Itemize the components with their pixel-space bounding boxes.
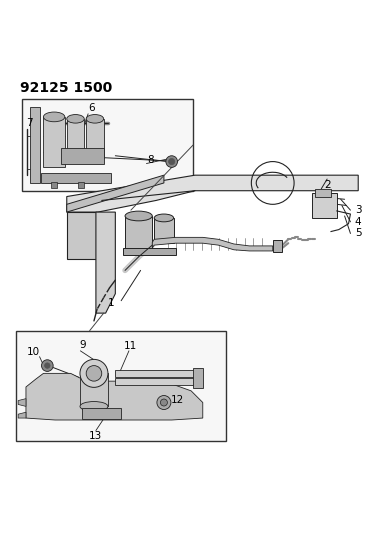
Bar	[16, 330, 226, 441]
Text: 5: 5	[355, 229, 362, 238]
Bar	[22, 99, 193, 191]
Ellipse shape	[43, 112, 65, 122]
Polygon shape	[96, 212, 115, 313]
Circle shape	[41, 360, 53, 372]
Ellipse shape	[80, 401, 108, 411]
Text: 2: 2	[324, 180, 330, 190]
Text: 7: 7	[27, 118, 33, 128]
Circle shape	[160, 399, 167, 406]
Bar	[123, 248, 176, 255]
Bar	[154, 218, 174, 243]
Ellipse shape	[154, 214, 174, 222]
Text: 1: 1	[108, 298, 115, 309]
Polygon shape	[67, 175, 164, 212]
Circle shape	[168, 158, 175, 165]
Bar	[125, 216, 152, 249]
Polygon shape	[26, 374, 203, 420]
Circle shape	[80, 359, 108, 387]
Text: 9: 9	[79, 340, 86, 350]
Text: 8: 8	[147, 155, 154, 165]
Circle shape	[166, 156, 177, 167]
Bar	[43, 117, 65, 167]
Bar	[80, 374, 108, 406]
Bar	[86, 119, 104, 158]
Text: 12: 12	[171, 395, 184, 405]
Bar	[78, 182, 84, 188]
Text: 6: 6	[89, 103, 95, 113]
Circle shape	[44, 363, 50, 368]
Bar	[67, 119, 84, 158]
Ellipse shape	[86, 115, 104, 123]
Bar	[115, 370, 197, 377]
Circle shape	[157, 395, 171, 409]
Text: 10: 10	[27, 347, 40, 357]
Text: 92125 1500: 92125 1500	[20, 80, 112, 95]
Polygon shape	[18, 412, 26, 418]
Text: 3: 3	[355, 205, 362, 215]
Bar	[61, 148, 104, 164]
Bar	[30, 107, 39, 183]
Bar	[273, 240, 282, 252]
Text: 11: 11	[124, 341, 138, 351]
Circle shape	[86, 366, 102, 381]
Polygon shape	[152, 237, 273, 251]
Bar	[41, 173, 112, 183]
Text: 13: 13	[89, 431, 103, 441]
Bar	[316, 189, 331, 197]
Bar	[193, 368, 203, 387]
Polygon shape	[67, 175, 358, 212]
Bar	[51, 182, 57, 188]
Ellipse shape	[67, 115, 84, 123]
Bar	[82, 408, 121, 419]
Polygon shape	[67, 212, 98, 259]
Polygon shape	[18, 399, 26, 406]
Text: 4: 4	[355, 217, 362, 227]
Ellipse shape	[125, 211, 152, 221]
Bar	[115, 378, 197, 385]
Bar	[312, 192, 337, 218]
